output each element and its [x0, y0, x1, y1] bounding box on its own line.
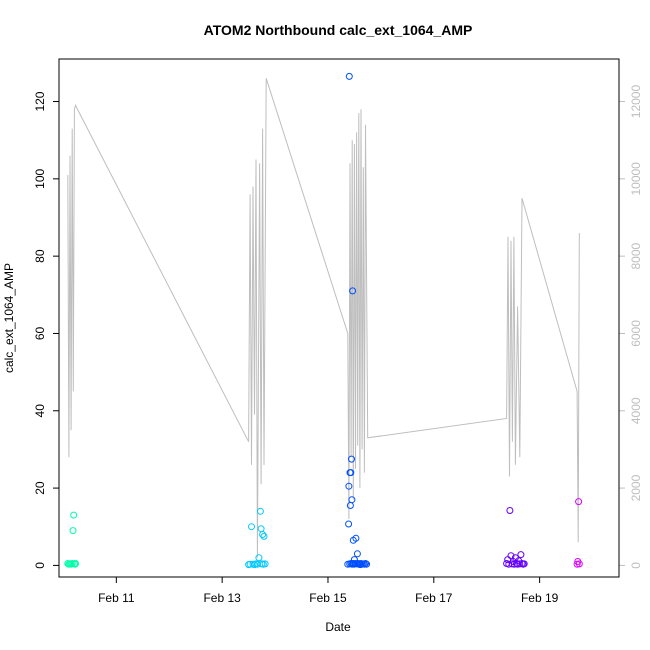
x-tick-label: Feb 17: [415, 591, 453, 605]
y-tick-label: 80: [33, 249, 47, 263]
data-point: [256, 507, 264, 515]
y2-tick-label: 12000: [629, 85, 643, 119]
data-point: [575, 498, 583, 506]
scatter-series-5: [573, 498, 583, 568]
data-point: [348, 455, 355, 463]
data-point: [506, 507, 514, 514]
data-point: [261, 560, 269, 568]
line-series: [67, 78, 580, 558]
data-point: [352, 534, 360, 542]
x-tick-label: Feb 19: [521, 591, 559, 605]
data-point: [353, 550, 361, 558]
data-point: [360, 560, 368, 568]
y2-tick-label: 6000: [629, 320, 643, 347]
data-point: [575, 560, 583, 568]
scatter-series-3: [344, 72, 371, 569]
y-axis-label: calc_ext_1064_AMP: [2, 263, 16, 373]
data-point: [362, 560, 369, 567]
data-point: [248, 523, 255, 531]
data-point: [259, 531, 267, 538]
y-tick-label: 40: [33, 404, 47, 418]
data-point: [67, 560, 75, 568]
x-tick-label: Feb 11: [98, 591, 135, 605]
data-point: [347, 469, 355, 477]
y-tick-label: 20: [33, 481, 47, 495]
y2-tick-label: 0: [629, 562, 643, 569]
data-point: [255, 554, 263, 562]
data-point: [345, 482, 353, 490]
y-tick-label: 60: [33, 326, 47, 340]
data-point: [517, 551, 525, 559]
y2-tick-label: 4000: [629, 397, 643, 424]
x-tick-label: Feb 15: [309, 591, 347, 605]
scatter-series-1: [64, 511, 79, 568]
y2-tick-label: 10000: [629, 162, 643, 196]
scatter-series-4: [503, 507, 528, 568]
data-point: [507, 552, 515, 560]
data-point: [69, 527, 77, 535]
data-point: [363, 560, 371, 568]
x-axis-label: Date: [325, 620, 351, 634]
y2-tick-label: 2000: [629, 474, 643, 501]
data-point: [348, 496, 356, 504]
data-point: [345, 72, 353, 80]
plot-frame: [58, 58, 620, 578]
scatter-series-2: [245, 507, 269, 569]
data-point: [72, 560, 79, 567]
data-point: [345, 520, 353, 528]
y-tick-label: 100: [33, 169, 47, 189]
data-point: [70, 511, 78, 519]
chart-title: ATOM2 Northbound calc_ext_1064_AMP: [204, 22, 473, 38]
y-tick-label: 120: [33, 91, 47, 111]
data-point: [520, 560, 528, 568]
data-point: [260, 532, 268, 540]
y-tick-label: 0: [33, 562, 47, 569]
data-point: [349, 287, 357, 295]
x-tick-label: Feb 13: [203, 591, 241, 605]
y2-tick-label: 8000: [629, 242, 643, 269]
plot-layer: 0 20 40 60 80 100 120 0 2000 4000 6000 8000 10000 120…: [33, 72, 643, 605]
data-point: [350, 556, 358, 564]
